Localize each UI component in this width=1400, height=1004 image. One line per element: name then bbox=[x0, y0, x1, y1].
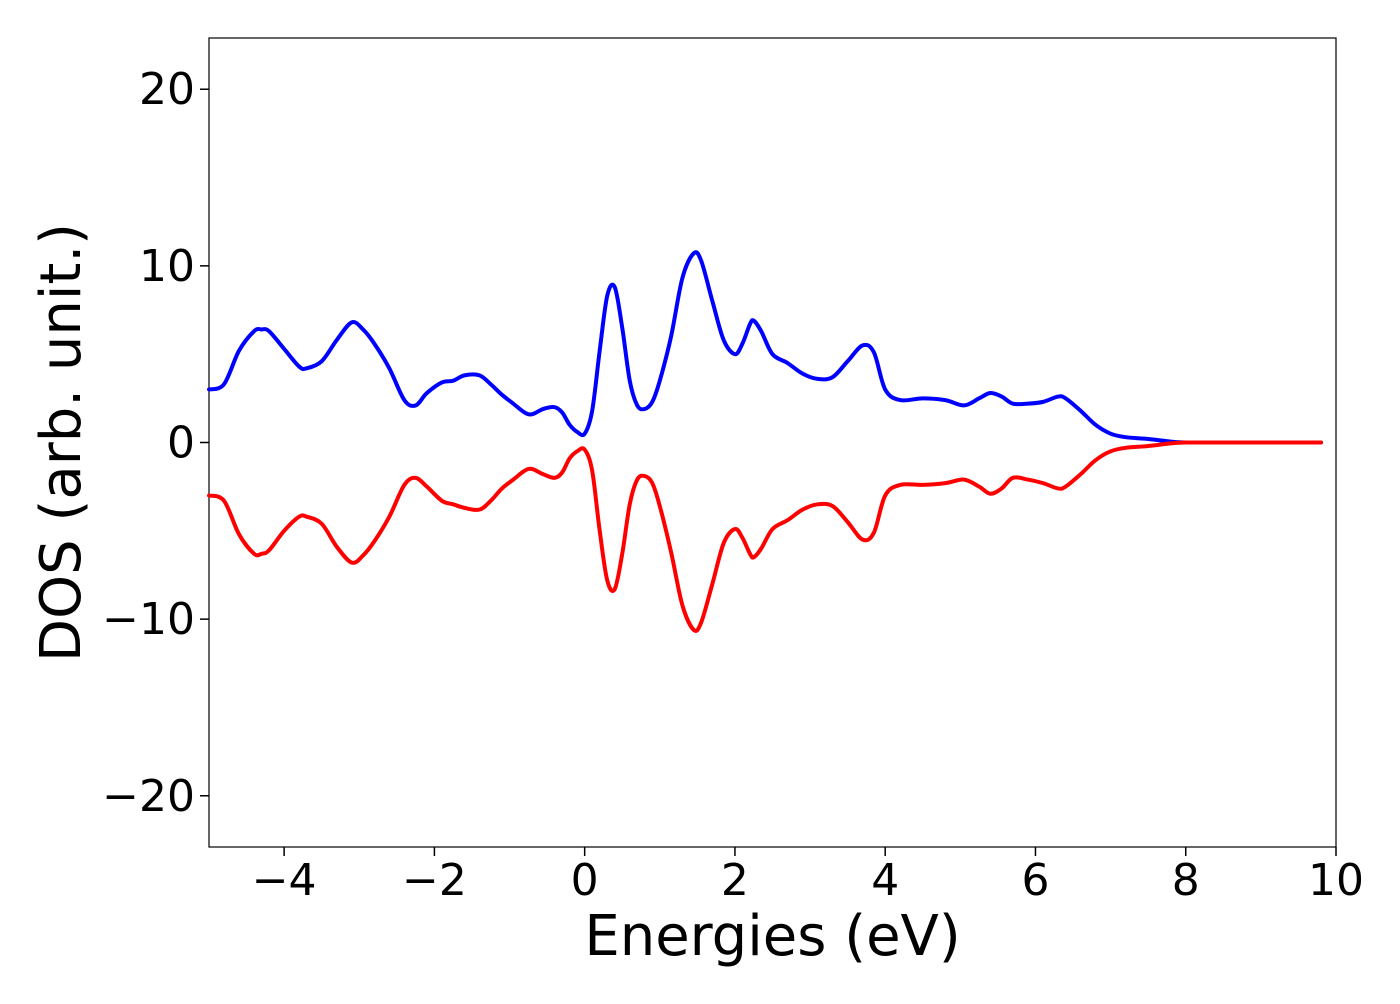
x-tick-label: 0 bbox=[571, 855, 599, 906]
series-line-1 bbox=[207, 440, 1323, 633]
x-tick-label: 8 bbox=[1172, 855, 1200, 906]
x-axis-label: Energies (eV) bbox=[584, 904, 960, 969]
x-axis-ticks: −4 −2 0 2 4 6 8 10 bbox=[252, 847, 1364, 906]
y-tick-label: 0 bbox=[167, 418, 195, 469]
x-tick-label: −2 bbox=[402, 855, 467, 906]
x-tick-label: 10 bbox=[1308, 855, 1364, 906]
y-axis-label: DOS (arb. unit.) bbox=[29, 223, 94, 662]
x-tick-label: 6 bbox=[1021, 855, 1049, 906]
x-tick-label: −4 bbox=[252, 855, 317, 906]
x-tick-label: 4 bbox=[871, 855, 899, 906]
series-line-0 bbox=[207, 250, 1323, 445]
y-tick-label: −10 bbox=[102, 594, 195, 645]
y-tick-label: 10 bbox=[139, 241, 195, 292]
y-tick-label: −20 bbox=[102, 771, 195, 822]
y-tick-label: 20 bbox=[139, 64, 195, 115]
y-axis-ticks: −20 −10 0 10 20 bbox=[102, 64, 209, 822]
x-tick-label: 2 bbox=[721, 855, 749, 906]
series-layer bbox=[207, 250, 1323, 633]
